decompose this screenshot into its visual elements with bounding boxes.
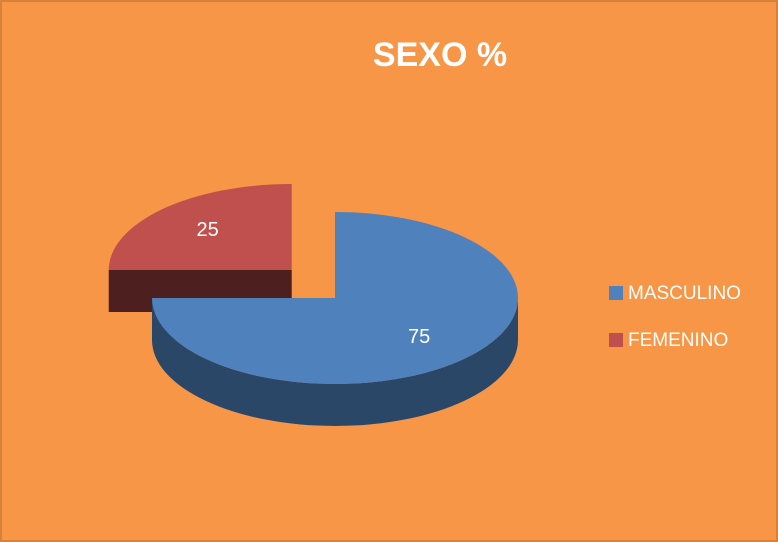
legend-label: MASCULINO [628, 283, 741, 304]
legend-swatch [609, 286, 623, 300]
legend-label: FEMENINO [628, 330, 728, 351]
chart-title: SEXO % [373, 36, 507, 74]
slice-top [152, 212, 518, 384]
legend-swatch [609, 333, 623, 347]
slice-top [108, 183, 292, 270]
data-label: 25 [196, 219, 218, 241]
pie-slice [152, 212, 518, 426]
data-label: 75 [408, 326, 430, 348]
slice-side [152, 298, 518, 426]
